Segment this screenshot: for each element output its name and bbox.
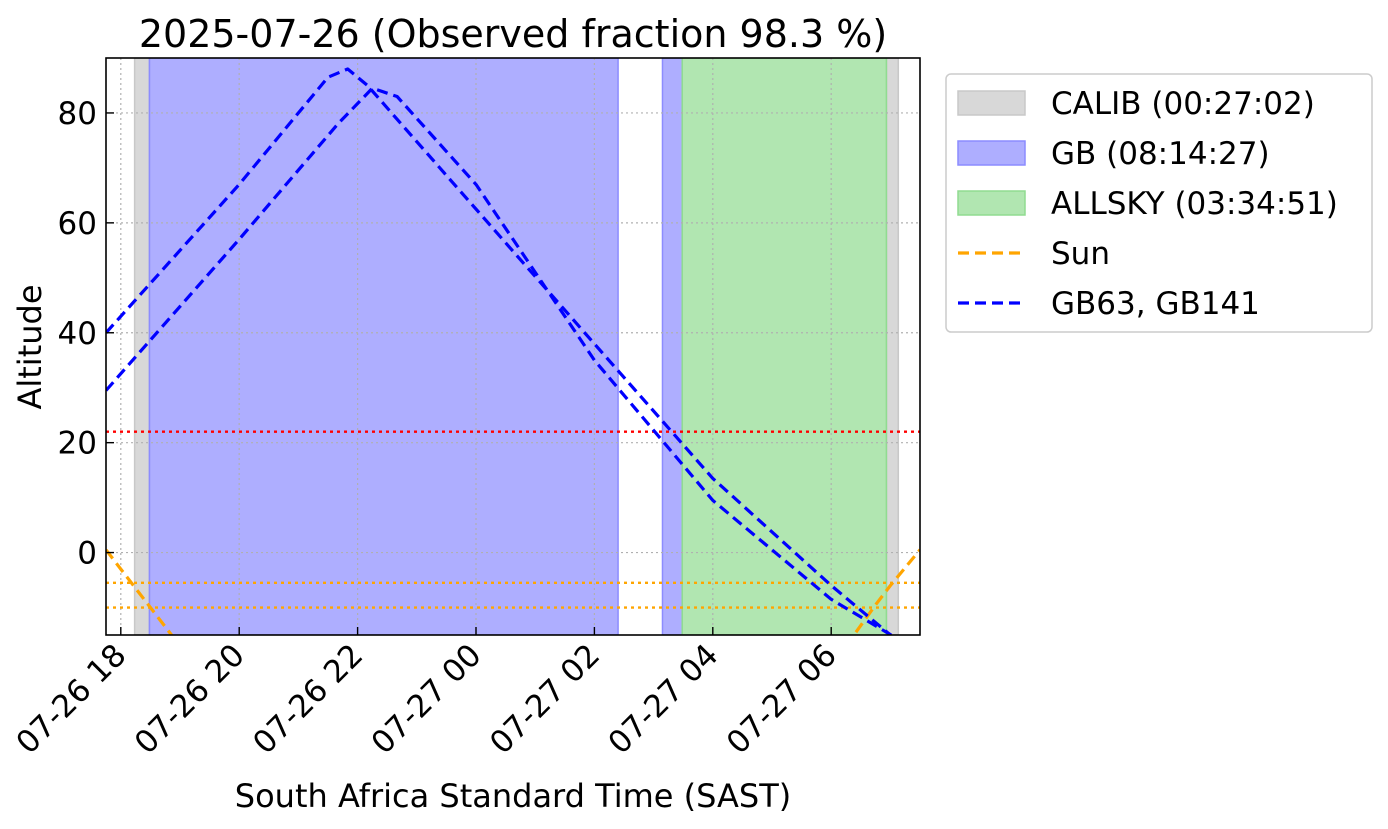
y-axis-label: Altitude	[11, 284, 49, 409]
span-0-1	[885, 58, 900, 635]
y-tick-label-3: 60	[58, 206, 97, 242]
x-tick-label-4: 07-27 02	[483, 637, 607, 761]
legend-swatch-2	[957, 190, 1026, 216]
legend-label-1: GB (08:14:27)	[1051, 136, 1270, 172]
plot-frame	[105, 57, 921, 636]
x-tick-label-3: 07-27 00	[365, 637, 489, 761]
span-2-0	[681, 58, 888, 635]
series-line-1-1	[106, 86, 895, 635]
span-0-0	[133, 58, 151, 635]
x-tick-label-2: 07-26 22	[246, 637, 370, 761]
y-tick-label-0: 0	[77, 536, 97, 572]
y-tick-label-1: 20	[58, 426, 97, 462]
legend-swatch-1	[957, 140, 1026, 166]
y-tick-label-4: 80	[58, 96, 97, 132]
span-1-1	[661, 58, 683, 635]
legend-label-0: CALIB (00:27:02)	[1051, 86, 1315, 122]
legend-swatch-0	[957, 90, 1026, 116]
series-line-0-1	[851, 548, 920, 635]
y-tick-label-2: 40	[58, 316, 97, 352]
x-tick-label-5: 07-27 04	[601, 637, 725, 761]
span-1-0	[148, 58, 619, 635]
legend-frame	[945, 73, 1373, 333]
plot-area	[106, 58, 920, 635]
legend-label-2: ALLSKY (03:34:51)	[1051, 186, 1338, 222]
x-axis-label: South Africa Standard Time (SAST)	[235, 777, 791, 815]
legend: CALIB (00:27:02) GB (08:14:27) ALLSKY (03:…	[945, 73, 1373, 333]
x-tick-label-0: 07-26 18	[9, 637, 133, 761]
series-line-1-0	[106, 67, 892, 635]
x-tick-label-6: 07-27 06	[720, 637, 844, 761]
chart-title: 2025-07-26 (Observed fraction 98.3 %)	[139, 12, 887, 56]
legend-label-4: GB63, GB141	[1051, 286, 1260, 322]
x-tick-label-1: 07-26 20	[128, 637, 252, 761]
legend-label-3: Sun	[1051, 236, 1110, 272]
